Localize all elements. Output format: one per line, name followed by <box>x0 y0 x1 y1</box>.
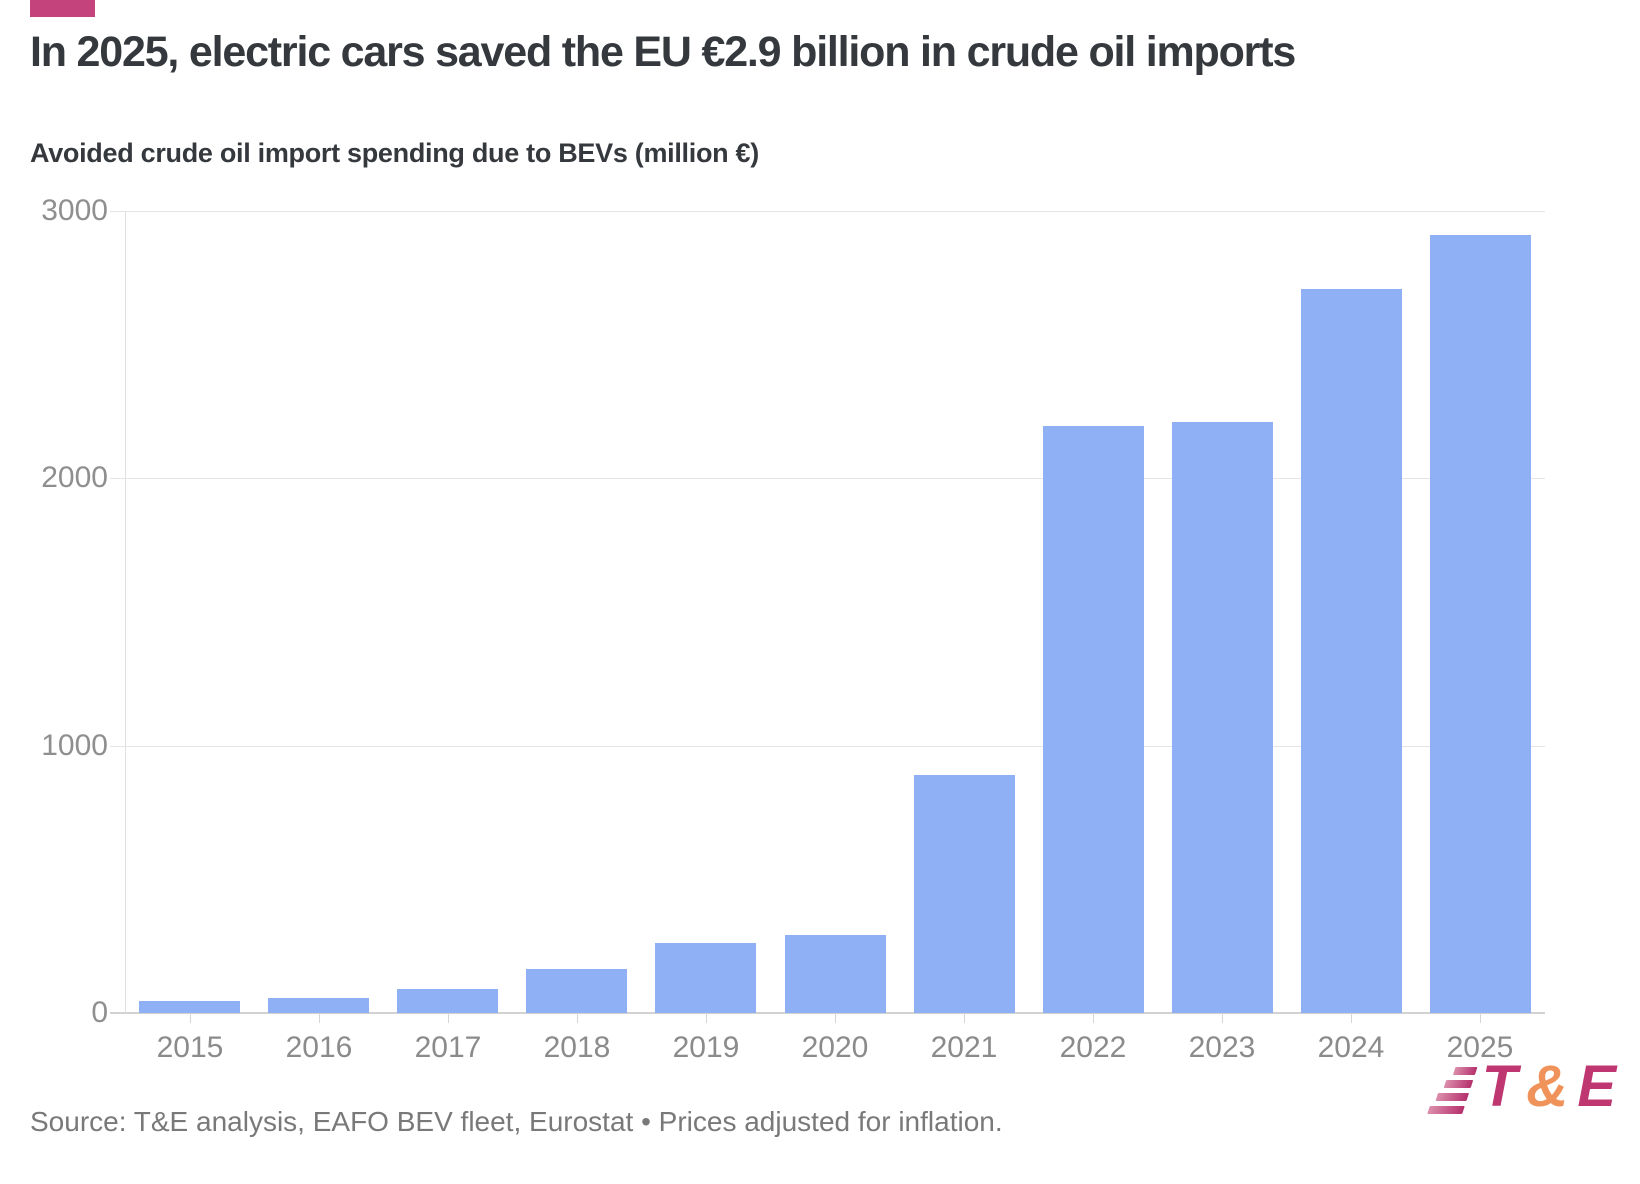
te-logo-text: T & E <box>1481 1054 1616 1119</box>
logo-letter-e: E <box>1577 1054 1616 1119</box>
y-tick-label-2000: 2000 <box>41 461 108 495</box>
bar-2022 <box>1043 426 1144 1013</box>
bar-2015 <box>139 1000 240 1013</box>
bar-2017 <box>397 988 498 1013</box>
x-tick-2018 <box>577 1014 578 1023</box>
source-note: Source: T&E analysis, EAFO BEV fleet, Eu… <box>30 1106 1003 1137</box>
gridline-1000 <box>110 745 1545 747</box>
bar-2024 <box>1301 288 1402 1013</box>
y-tick-label-3000: 3000 <box>41 194 108 227</box>
x-tick-label-2018: 2018 <box>543 1031 611 1064</box>
x-tick-2016 <box>319 1014 320 1023</box>
y-tick-label-0: 0 <box>91 996 108 1029</box>
x-tick-label-2019: 2019 <box>672 1031 740 1064</box>
bar-2021 <box>914 775 1015 1013</box>
te-logo: T & E <box>1427 1054 1616 1119</box>
x-tick-2023 <box>1222 1014 1223 1023</box>
x-tick-label-2025: 2025 <box>1446 1031 1514 1064</box>
x-tick-2022 <box>1093 1014 1094 1023</box>
x-tick-2021 <box>964 1014 965 1023</box>
x-tick-label-2016: 2016 <box>285 1031 353 1064</box>
y-tick-label-1000: 1000 <box>41 728 108 762</box>
x-tick-2025 <box>1480 1014 1481 1023</box>
x-tick-label-2020: 2020 <box>801 1031 869 1064</box>
gridline-2000 <box>110 478 1545 480</box>
x-tick-label-2022: 2022 <box>1059 1031 1127 1064</box>
chart-title: Avoided crude oil import spending due to… <box>30 138 759 168</box>
logo-ampersand: & <box>1526 1054 1568 1119</box>
gridline-3000 <box>110 211 1545 212</box>
bar-2018 <box>526 968 627 1013</box>
gridline-0 <box>110 1012 1545 1014</box>
y-axis-line <box>125 211 126 1013</box>
x-tick-label-2017: 2017 <box>414 1031 482 1064</box>
bar-2023 <box>1172 422 1273 1013</box>
x-tick-2015 <box>190 1014 191 1023</box>
x-tick-2020 <box>835 1014 836 1023</box>
x-tick-2019 <box>706 1014 707 1023</box>
bar-2016 <box>268 998 369 1013</box>
logo-letter-t: T <box>1481 1054 1517 1119</box>
x-tick-2024 <box>1351 1014 1352 1023</box>
x-tick-label-2015: 2015 <box>156 1031 224 1064</box>
page-title: In 2025, electric cars saved the EU €2.9… <box>30 28 1296 76</box>
bar-2025 <box>1430 235 1531 1013</box>
brand-accent-bar <box>30 0 95 17</box>
x-tick-label-2024: 2024 <box>1317 1031 1385 1064</box>
x-tick-2017 <box>448 1014 449 1023</box>
bar-2019 <box>655 943 756 1013</box>
x-tick-label-2023: 2023 <box>1188 1031 1256 1064</box>
x-tick-label-2021: 2021 <box>930 1031 998 1064</box>
te-logo-stripes-icon <box>1426 1064 1478 1116</box>
bar-2020 <box>785 935 886 1013</box>
